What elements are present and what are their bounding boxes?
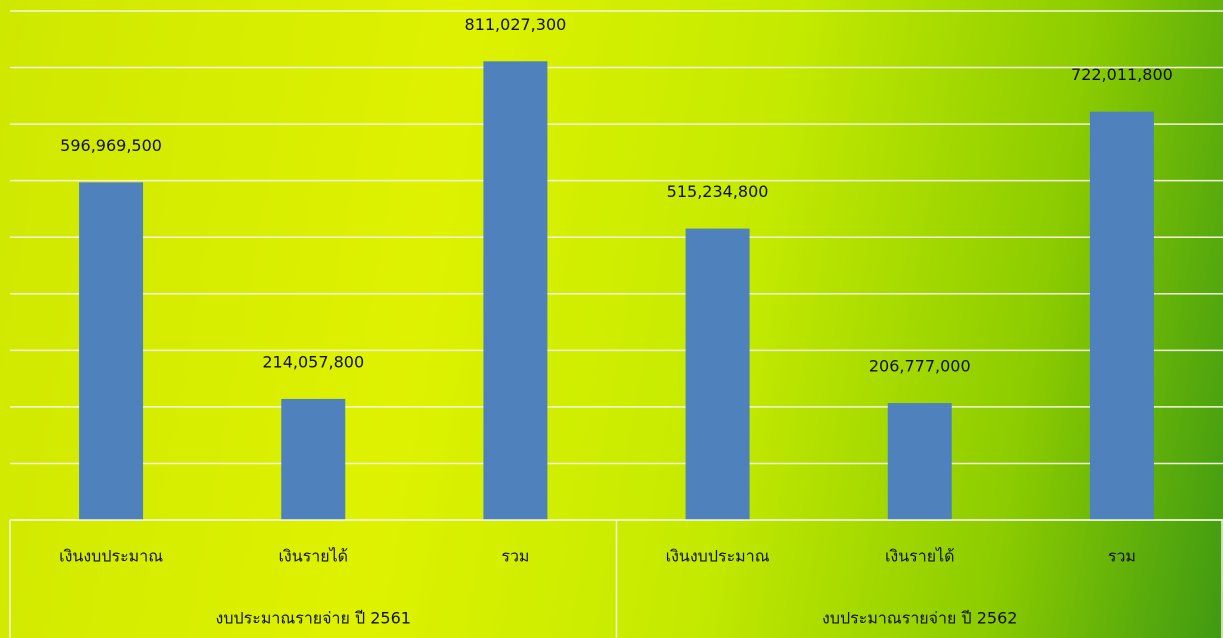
- x-tick-label: รวม: [1108, 547, 1136, 566]
- data-label: 206,777,000: [869, 357, 971, 376]
- group-label: งบประมาณรายจ่าย ปี 2562: [822, 609, 1017, 628]
- x-tick-label: เงินรายได้: [885, 547, 955, 566]
- x-tick-label: เงินรายได้: [278, 547, 348, 566]
- bar: [887, 403, 952, 520]
- data-label: 596,969,500: [60, 136, 162, 155]
- bar: [1089, 111, 1154, 520]
- bar: [281, 398, 346, 520]
- x-tick-label: เงินงบประมาณ: [59, 547, 163, 566]
- group-label: งบประมาณรายจ่าย ปี 2561: [216, 609, 411, 628]
- data-label: 811,027,300: [465, 15, 567, 34]
- data-label: 722,011,800: [1071, 65, 1173, 84]
- x-tick-label: เงินงบประมาณ: [666, 547, 770, 566]
- x-tick-label: รวม: [501, 547, 529, 566]
- bar: [685, 228, 750, 521]
- bar: [79, 182, 144, 520]
- bar: [483, 61, 548, 521]
- data-label: 214,057,800: [262, 352, 364, 371]
- data-label: 515,234,800: [667, 182, 769, 201]
